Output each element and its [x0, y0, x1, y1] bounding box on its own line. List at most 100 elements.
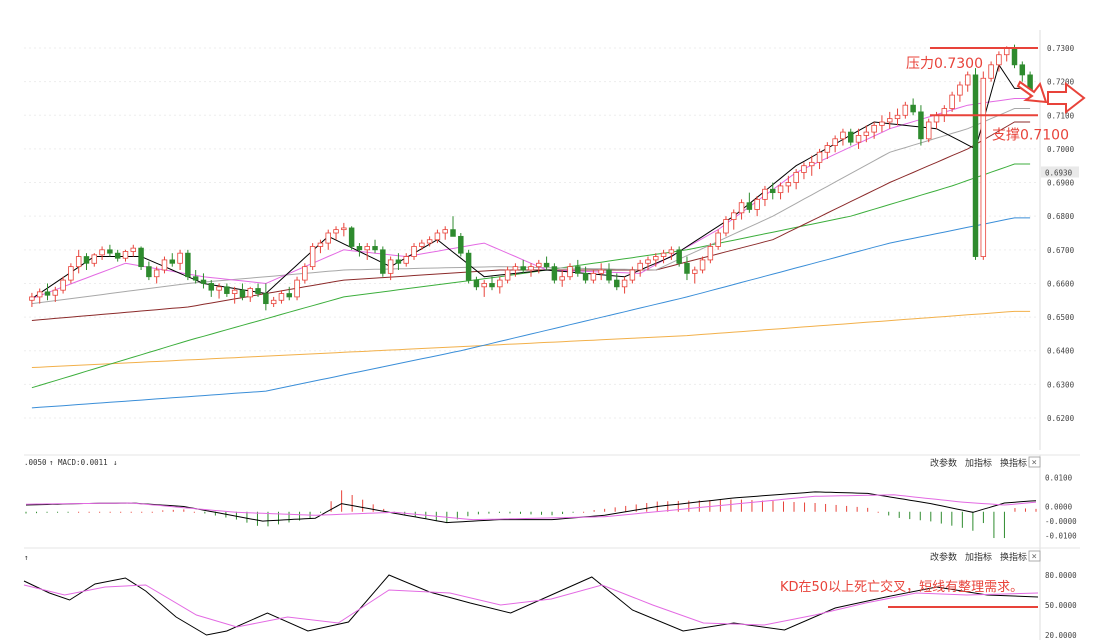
candle-body	[762, 188, 768, 200]
candle-body	[543, 262, 550, 268]
current-price-box	[1041, 166, 1079, 178]
macd-header-left: .0050	[24, 458, 47, 467]
candle-body	[536, 262, 542, 268]
candle-body	[832, 138, 838, 146]
price-panel: 0.7300 0.7200 0.7100 0.7000 0.6900 0.6800 0.67…	[24, 30, 1086, 450]
candle-body	[458, 235, 464, 254]
price-tick-label: 0.7200	[1047, 78, 1075, 87]
candle-body	[68, 266, 74, 281]
candle-body	[411, 246, 417, 257]
candle-body	[52, 289, 59, 296]
price-tick-label: 0.6400	[1047, 347, 1075, 356]
candle-body	[146, 266, 152, 278]
candles	[29, 44, 1033, 311]
candle-body	[270, 299, 277, 305]
macd-edit-params-button[interactable]: 改参数	[930, 457, 957, 469]
price-tick-label: 0.7100	[1047, 111, 1075, 120]
macd-panel: .0050 ↑ MACD:0.0011 ↓ 改参数 加指标 换指标 × 0.01…	[24, 454, 1080, 548]
candle-body	[309, 246, 316, 268]
candle-body	[302, 266, 308, 281]
candle-body	[879, 121, 885, 126]
candle-body	[403, 256, 409, 264]
candle-body	[575, 266, 581, 274]
candle-body	[551, 266, 558, 281]
candle-body	[684, 262, 690, 274]
candle-body	[395, 259, 402, 264]
current-price-label: 0.6930	[1045, 168, 1073, 177]
candle-body	[847, 131, 854, 143]
candle-body	[754, 198, 760, 210]
macd-histogram	[25, 490, 1037, 539]
candle-body	[715, 232, 721, 247]
candle-body	[918, 111, 924, 140]
price-annotations: 压力0.7300 支撑0.7100	[906, 47, 1086, 143]
candle-body	[676, 249, 682, 264]
kd-tick-label: 80.0000	[1045, 571, 1077, 580]
candle-body	[567, 266, 573, 278]
candle-body	[770, 188, 776, 194]
macd-tick-label: -0.0000	[1045, 517, 1077, 526]
candle-body	[629, 269, 636, 281]
kd-switch-indicator-button[interactable]: 换指标	[1000, 551, 1027, 563]
candle-body	[263, 293, 269, 305]
macd-switch-indicator-button[interactable]: 换指标	[1000, 457, 1027, 469]
kd-close-button[interactable]: ×	[1028, 550, 1041, 562]
kd-edit-params-button[interactable]: 改参数	[930, 551, 957, 563]
candle-body	[855, 135, 862, 143]
price-tick-label: 0.6800	[1047, 212, 1075, 221]
candle-body	[177, 252, 183, 264]
candle-body	[723, 219, 729, 234]
macd-header-value: MACD:0.0011	[58, 458, 108, 467]
candle-body	[333, 229, 339, 234]
candle-body	[660, 252, 667, 257]
candle-body	[793, 172, 799, 183]
candle-body	[91, 254, 98, 264]
candle-body	[208, 283, 215, 291]
right-arrow-icon	[1047, 81, 1086, 115]
candle-body	[231, 289, 238, 294]
kd-lines	[23, 574, 1039, 636]
candle-body	[255, 288, 261, 294]
price-gridlines	[24, 47, 1040, 419]
candle-body	[816, 151, 823, 163]
macd-tick-label: 0.0000	[1045, 503, 1073, 512]
macd-close-button[interactable]: ×	[1028, 456, 1041, 468]
kd-d-line	[23, 584, 1039, 628]
candle-body	[161, 259, 168, 271]
candle-body	[606, 269, 612, 281]
candle-body	[450, 229, 456, 237]
candle-body	[941, 108, 948, 116]
down-right-arrow-icon	[1016, 80, 1048, 104]
candle-body	[286, 293, 292, 298]
price-tick-label: 0.6200	[1047, 414, 1075, 423]
candle-body	[372, 246, 378, 251]
candle-body	[153, 269, 160, 278]
macd-lines	[25, 491, 1037, 524]
candle-body	[75, 256, 82, 268]
candle-body	[925, 121, 932, 140]
candle-body	[871, 124, 877, 133]
candle-body	[886, 118, 893, 123]
candle-body	[840, 131, 846, 140]
candle-body	[902, 104, 909, 116]
candle-body	[528, 266, 534, 271]
candle-body	[777, 185, 784, 194]
candle-body	[1019, 64, 1026, 76]
candle-body	[83, 256, 90, 264]
macd-down-arrow-icon: ↓	[113, 458, 118, 467]
price-tick-label: 0.6300	[1047, 380, 1075, 389]
macd-add-indicator-button[interactable]: 加指标	[965, 457, 992, 469]
candle-body	[44, 291, 51, 296]
macd-tick-label: 0.0100	[1045, 473, 1073, 482]
kd-axis: 80.0000 50.0000 20.0000	[1045, 571, 1077, 640]
candle-body	[138, 247, 144, 268]
candle-body	[1003, 47, 1010, 56]
candle-body	[668, 249, 675, 254]
candle-body	[294, 279, 300, 298]
candle-body	[559, 276, 565, 281]
candle-body	[60, 279, 66, 291]
kd-note: KD在50以上死亡交叉，短线有整理需求。	[780, 579, 1023, 595]
candle-body	[185, 252, 191, 278]
kd-add-indicator-button[interactable]: 加指标	[965, 551, 992, 563]
kd-up-arrow-icon: ↑	[24, 553, 29, 562]
